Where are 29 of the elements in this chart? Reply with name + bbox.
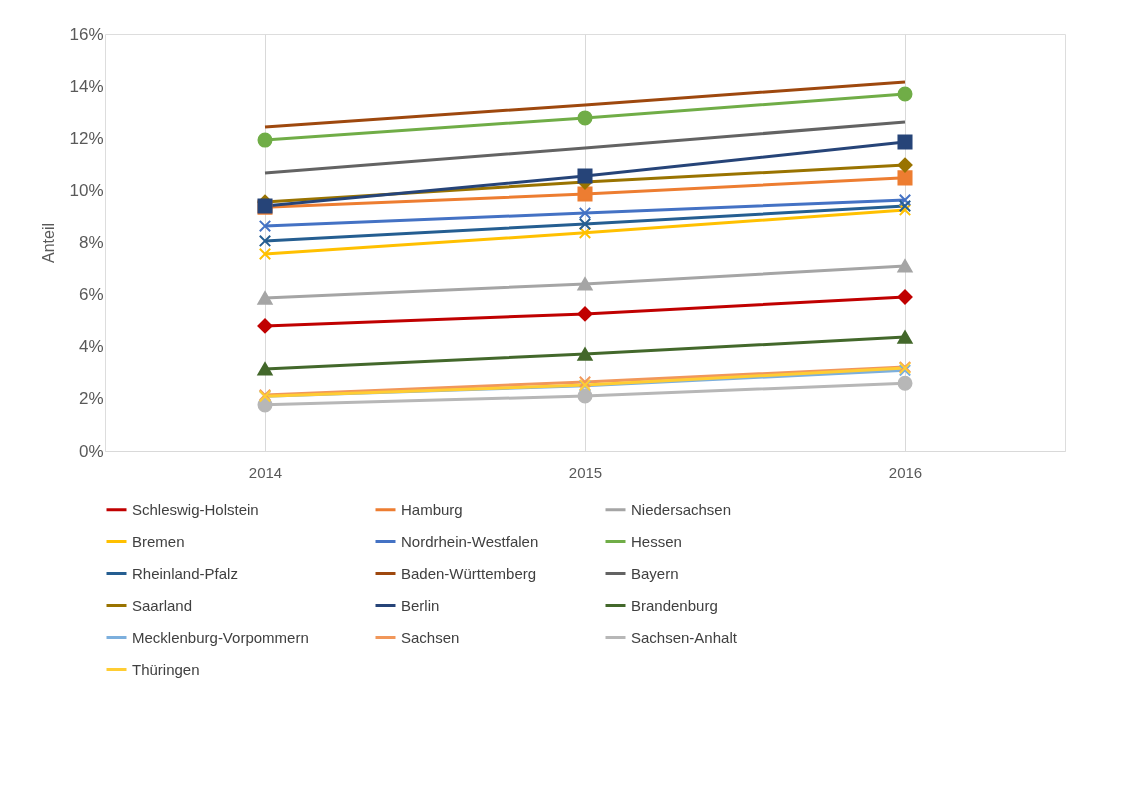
legend-label: Schleswig-Holstein — [132, 500, 259, 518]
y-axis-title: Anteil — [40, 222, 58, 264]
legend-label: Hessen — [631, 532, 682, 550]
x-tick-label: 2015 — [568, 463, 603, 481]
x-tick-label: 2016 — [888, 463, 923, 481]
y-tick-label: 2% — [78, 389, 104, 409]
y-tick-label: 14% — [69, 76, 104, 96]
legend-label: Niedersachsen — [631, 500, 732, 518]
legend-label: Thüringen — [132, 660, 200, 678]
legend-label: Nordrhein-Westfalen — [401, 532, 539, 550]
y-tick-label: 16% — [69, 24, 104, 44]
legend-label: Baden-Württemberg — [401, 564, 537, 582]
legend-label: Rheinland-Pfalz — [132, 564, 238, 582]
y-tick-label: 4% — [78, 337, 104, 357]
legend-label: Sachsen — [401, 628, 460, 646]
y-tick-label: 8% — [78, 233, 104, 252]
y-tick-label: 10% — [69, 180, 104, 200]
y-tick-label: 0% — [78, 441, 104, 461]
y-tick-label: 12% — [69, 128, 104, 148]
y-tick-label: 6% — [78, 285, 104, 305]
legend-label: Bremen — [132, 532, 185, 550]
legend-label: Bayern — [631, 564, 679, 582]
legend-label: Sachsen-Anhalt — [631, 628, 738, 646]
x-tick-label: 2014 — [248, 463, 283, 481]
legend-label: Saarland — [132, 596, 193, 614]
legend-label: Brandenburg — [631, 596, 718, 614]
legend-label: Mecklenburg-Vorpommern — [132, 628, 309, 646]
legend-label: Hamburg — [401, 500, 463, 518]
legend-label: Berlin — [401, 596, 440, 614]
